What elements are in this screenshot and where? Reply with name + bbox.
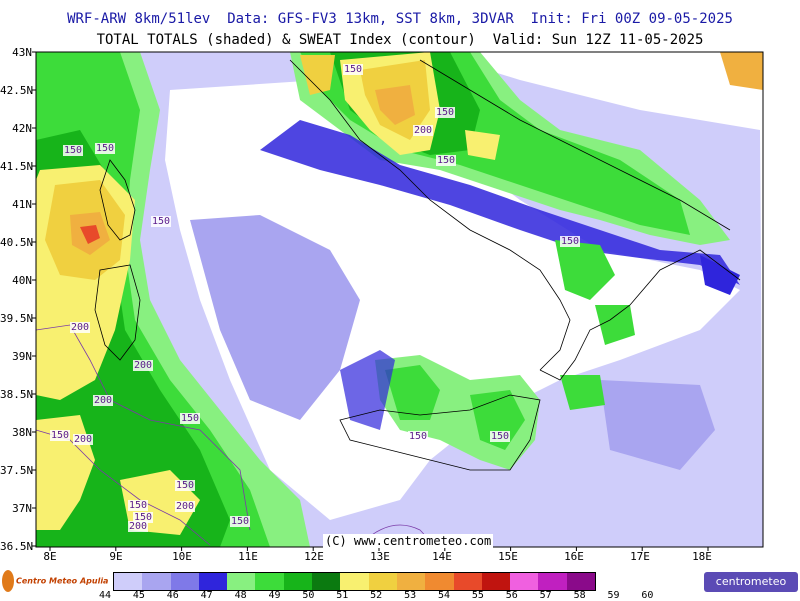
credit-text: (C) www.centrometeo.com xyxy=(323,534,494,548)
colorbar-swatch xyxy=(283,573,313,590)
lat-label: 37N xyxy=(12,502,32,515)
lat-label: 36.5N xyxy=(0,540,34,553)
colorbar-swatch xyxy=(114,573,143,590)
lon-label: 8E xyxy=(43,550,57,563)
colorbar-label: 49 xyxy=(268,590,281,601)
colorbar-label: 44 xyxy=(98,590,112,601)
contour-label: 150 xyxy=(133,512,154,523)
lat-label: 42N xyxy=(12,122,32,135)
colorbar-swatch xyxy=(312,573,341,590)
colorbar-swatch xyxy=(453,573,482,590)
contour-label: 200 xyxy=(73,434,94,445)
colorbar-swatch xyxy=(142,573,171,590)
logo-left-text: Centro Meteo Apulia xyxy=(16,576,109,586)
colorbar-label: 56 xyxy=(505,590,518,601)
contour-label: 200 xyxy=(93,395,114,406)
logo-right-text: centrometeo xyxy=(715,575,787,588)
lat-label: 38.5N xyxy=(0,388,34,401)
colorbar-swatch xyxy=(198,573,228,590)
lat-label: 39.5N xyxy=(0,312,34,325)
colorbar-label: 57 xyxy=(539,590,552,601)
lon-label: 17E xyxy=(630,550,650,563)
contour-label: 150 xyxy=(230,516,251,527)
colorbar-label: 54 xyxy=(437,590,451,601)
lon-label: 9E xyxy=(109,550,123,563)
shaded-field xyxy=(36,52,763,547)
lon-label: 11E xyxy=(238,550,258,563)
contour-label: 150 xyxy=(490,431,511,442)
lat-label: 41N xyxy=(12,198,32,211)
contour-label: 200 xyxy=(133,360,154,371)
lon-label: 18E xyxy=(692,550,712,563)
contour-label: 150 xyxy=(151,216,172,227)
colorbar-swatch xyxy=(255,573,284,590)
colorbar-swatch xyxy=(170,573,199,590)
colorbar-swatch xyxy=(510,573,539,590)
contour-label: 150 xyxy=(435,107,456,118)
lat-label: 43N xyxy=(12,46,32,59)
contour-label: 200 xyxy=(70,322,91,333)
colorbar-swatch xyxy=(425,573,454,590)
contour-label: 150 xyxy=(180,413,201,424)
ticks xyxy=(32,51,709,551)
colorbar-swatch xyxy=(368,573,397,590)
colorbar-swatch xyxy=(227,573,256,590)
colorbar-swatch xyxy=(396,573,426,590)
lon-label: 13E xyxy=(370,550,390,563)
contour-label: 150 xyxy=(128,500,149,511)
colorbar-label: 50 xyxy=(302,590,315,601)
contour-label: 150 xyxy=(436,155,457,166)
contour-label: 150 xyxy=(175,480,196,491)
coastlines xyxy=(94,59,741,471)
colorbar-swatch xyxy=(340,573,369,590)
contour-label: 150 xyxy=(95,143,116,154)
colorbar-label: 59 xyxy=(607,590,620,601)
lon-label: 14E xyxy=(432,550,452,563)
colorbar-label: 51 xyxy=(336,590,349,601)
lon-label: 12E xyxy=(304,550,324,563)
colorbar-label: 45 xyxy=(132,590,145,601)
contour-label: 150 xyxy=(63,145,84,156)
lat-label: 39N xyxy=(12,350,32,363)
colorbar-label: 60 xyxy=(641,590,654,601)
colorbar-label: 58 xyxy=(573,590,586,601)
contour-label: 200 xyxy=(413,125,434,136)
lat-label: 37.5N xyxy=(0,464,34,477)
lon-label: 10E xyxy=(172,550,192,563)
colorbar-label: 48 xyxy=(234,590,247,601)
lon-label: 15E xyxy=(498,550,518,563)
contour-label: 200 xyxy=(128,521,149,532)
centrometeo-logo: centrometeo xyxy=(704,572,798,592)
colorbar xyxy=(113,572,597,591)
colorbar-label: 47 xyxy=(200,590,213,601)
lat-label: 41.5N xyxy=(0,160,34,173)
header-line-2: TOTAL TOTALS (shaded) & SWEAT Index (con… xyxy=(96,32,704,48)
lat-label: 42.5N xyxy=(0,84,34,97)
lon-label: 16E xyxy=(564,550,584,563)
contour-label: 150 xyxy=(408,431,429,442)
colorbar-label: 53 xyxy=(404,590,417,601)
lat-label: 38N xyxy=(12,426,32,439)
centro-meteo-apulia-logo: Centro Meteo Apulia xyxy=(2,570,108,592)
header-line-1: WRF-ARW 8km/51lev Data: GFS-FV3 13km, SS… xyxy=(67,11,733,27)
contour-label: 150 xyxy=(50,430,71,441)
contour-label: 150 xyxy=(560,236,581,247)
colorbar-swatch xyxy=(566,573,596,590)
colorbar-swatch xyxy=(481,573,511,590)
contour-label: 150 xyxy=(343,64,364,75)
contour-label: 200 xyxy=(175,501,196,512)
colorbar-label: 52 xyxy=(370,590,383,601)
lat-label: 40N xyxy=(12,274,32,287)
colorbar-label: 46 xyxy=(166,590,179,601)
colorbar-label: 55 xyxy=(471,590,484,601)
colorbar-swatch xyxy=(538,573,567,590)
lat-label: 40.5N xyxy=(0,236,34,249)
